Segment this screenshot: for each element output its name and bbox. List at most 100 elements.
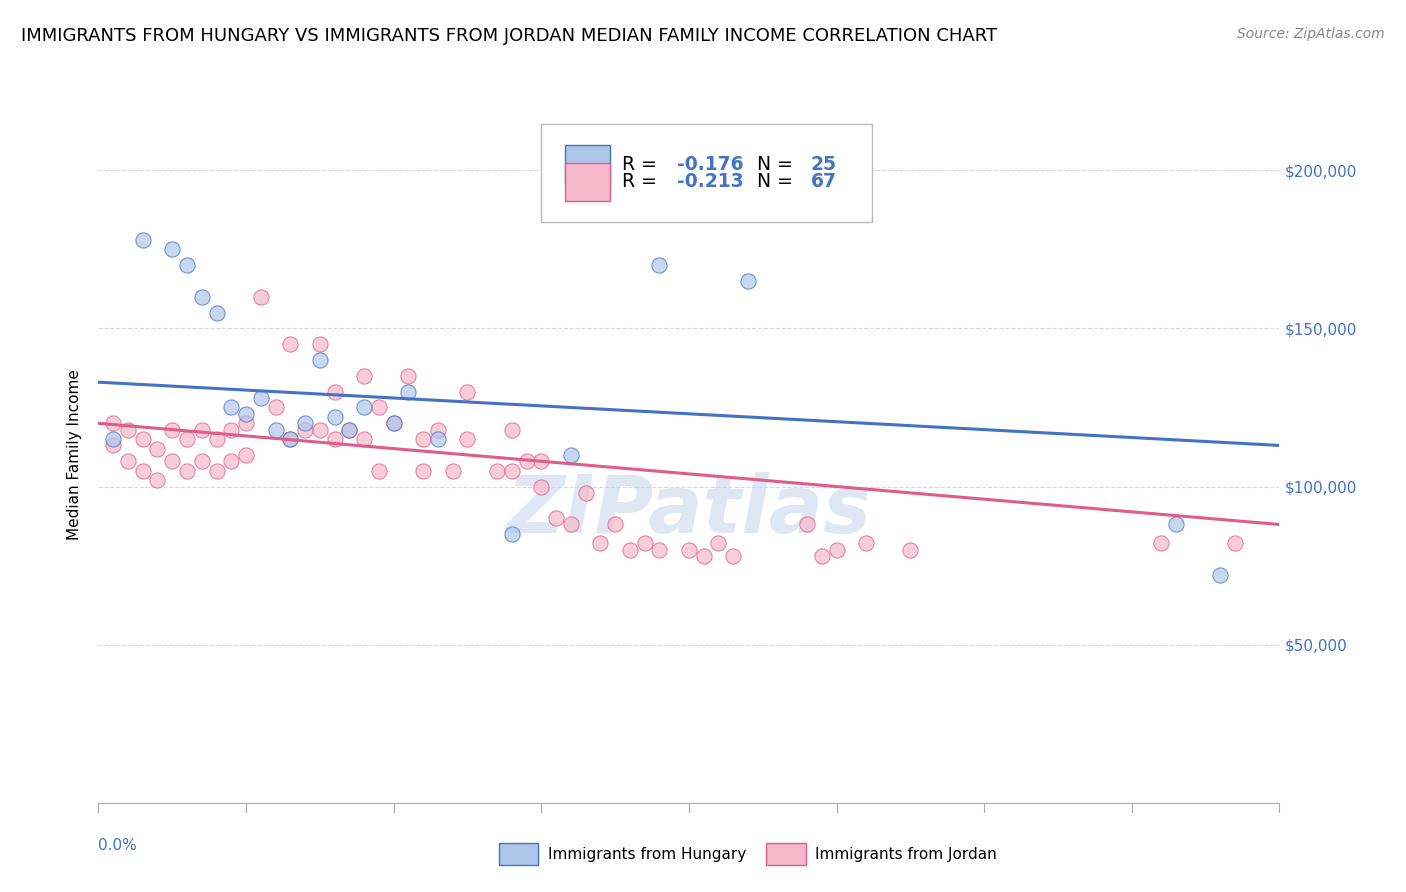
Point [103, 432, 125, 446]
Point [546, 511, 568, 525]
Point [707, 536, 730, 550]
Point [619, 542, 641, 557]
Point [294, 423, 316, 437]
Text: IMMIGRANTS FROM HUNGARY VS IMMIGRANTS FROM JORDAN MEDIAN FAMILY INCOME CORRELATI: IMMIGRANTS FROM HUNGARY VS IMMIGRANTS FR… [21, 27, 997, 45]
Point [191, 423, 214, 437]
Point [605, 517, 627, 532]
Y-axis label: Median Family Income: Median Family Income [67, 369, 83, 541]
Point [191, 454, 214, 468]
Text: ZIPatlas: ZIPatlas [506, 472, 872, 549]
Point [219, 454, 242, 468]
Point [205, 464, 228, 478]
Point [103, 417, 125, 431]
Point [426, 432, 449, 446]
FancyBboxPatch shape [541, 124, 872, 222]
Point [560, 517, 582, 532]
Point [737, 274, 759, 288]
Point [219, 423, 242, 437]
Point [308, 423, 332, 437]
Text: R =: R = [621, 172, 662, 192]
Point [235, 417, 257, 431]
Point [205, 305, 228, 319]
Point [162, 454, 183, 468]
Point [278, 432, 302, 446]
Text: N =: N = [758, 172, 800, 192]
Point [825, 542, 848, 557]
Point [530, 454, 553, 468]
FancyBboxPatch shape [565, 162, 610, 201]
Point [176, 464, 198, 478]
Point [294, 417, 316, 431]
Point [176, 258, 198, 272]
Text: 0.0%: 0.0% [98, 838, 138, 853]
Point [353, 401, 375, 415]
Point [323, 384, 346, 399]
Point [264, 423, 287, 437]
Point [191, 290, 214, 304]
Point [412, 432, 434, 446]
Point [353, 368, 375, 383]
Point [396, 384, 419, 399]
Point [515, 454, 537, 468]
Point [323, 409, 346, 424]
Text: -0.213: -0.213 [678, 172, 744, 192]
Text: 25: 25 [811, 155, 837, 174]
Point [162, 243, 183, 257]
Point [678, 542, 700, 557]
Point [235, 407, 257, 421]
Point [162, 423, 183, 437]
Point [382, 417, 405, 431]
Point [353, 432, 375, 446]
Point [132, 233, 155, 247]
Point [235, 448, 257, 462]
Text: 67: 67 [811, 172, 837, 192]
Point [250, 391, 273, 405]
Point [501, 464, 523, 478]
Point [530, 479, 553, 493]
Text: -0.176: -0.176 [678, 155, 744, 174]
Point [1150, 536, 1173, 550]
Point [337, 423, 360, 437]
Point [337, 423, 360, 437]
Point [132, 464, 155, 478]
Point [456, 432, 478, 446]
Text: N =: N = [758, 155, 800, 174]
Point [250, 290, 273, 304]
Point [633, 536, 655, 550]
Point [693, 549, 716, 563]
Point [176, 432, 198, 446]
Text: Immigrants from Hungary: Immigrants from Hungary [548, 847, 747, 862]
Point [589, 536, 612, 550]
Point [219, 401, 242, 415]
Point [264, 401, 287, 415]
Text: Source: ZipAtlas.com: Source: ZipAtlas.com [1237, 27, 1385, 41]
Point [117, 423, 139, 437]
Point [574, 486, 596, 500]
Point [648, 542, 671, 557]
Point [278, 432, 302, 446]
Point [367, 401, 389, 415]
Point [117, 454, 139, 468]
Point [146, 442, 169, 456]
Point [1209, 568, 1232, 582]
Point [501, 527, 523, 541]
Text: R =: R = [621, 155, 662, 174]
Point [648, 258, 671, 272]
Point [412, 464, 434, 478]
Point [1223, 536, 1246, 550]
Point [323, 432, 346, 446]
Point [855, 536, 877, 550]
Point [308, 337, 332, 351]
Point [382, 417, 405, 431]
Point [205, 432, 228, 446]
Point [278, 337, 302, 351]
Text: Immigrants from Jordan: Immigrants from Jordan [815, 847, 997, 862]
Point [900, 542, 922, 557]
Point [810, 549, 832, 563]
Point [721, 549, 744, 563]
Point [146, 473, 169, 487]
Point [796, 517, 818, 532]
Point [103, 438, 125, 452]
Point [501, 423, 523, 437]
Point [396, 368, 419, 383]
